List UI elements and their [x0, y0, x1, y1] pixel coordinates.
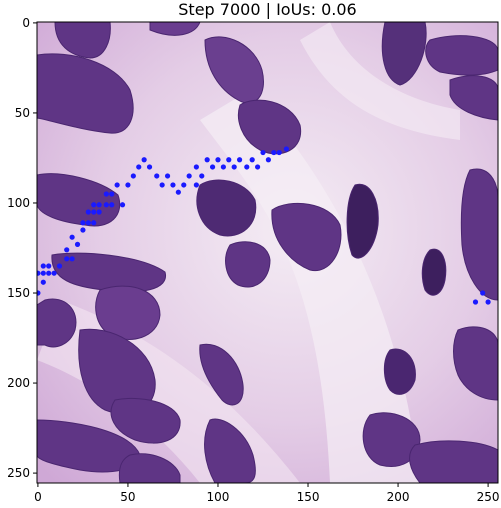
y-axis: 0 50 100 150 200 250	[7, 16, 37, 480]
point-marker	[226, 157, 232, 163]
point-marker	[37, 290, 41, 296]
point-marker	[119, 202, 126, 208]
x-tick-label: 50	[120, 490, 135, 504]
point-marker	[74, 241, 81, 247]
point-marker	[85, 220, 91, 226]
point-marker	[46, 263, 52, 269]
point-marker	[40, 263, 46, 269]
x-tick-label: 250	[477, 490, 500, 504]
x-tick-label: 150	[297, 490, 320, 504]
point-marker	[46, 270, 52, 276]
y-tick-label: 100	[7, 196, 30, 210]
point-marker	[96, 209, 102, 215]
point-marker	[271, 149, 277, 156]
point-marker	[186, 173, 192, 179]
point-marker	[125, 182, 131, 188]
point-marker	[109, 191, 115, 197]
point-marker	[56, 263, 63, 269]
point-marker	[231, 164, 237, 170]
point-marker	[164, 173, 171, 179]
point-marker	[91, 209, 97, 215]
point-marker	[69, 256, 75, 262]
point-marker	[154, 173, 160, 179]
point-marker	[236, 157, 243, 163]
x-tick-label: 200	[387, 490, 410, 504]
point-markers	[37, 146, 491, 305]
point-marker	[283, 146, 290, 152]
axes-frame	[36, 21, 499, 484]
y-tick-label: 200	[7, 376, 30, 390]
point-marker	[103, 202, 109, 208]
x-axis: 0 50 100 150 200 250	[34, 483, 500, 504]
point-marker	[40, 279, 46, 285]
point-marker	[254, 164, 261, 170]
point-marker	[480, 290, 486, 296]
point-marker	[159, 182, 165, 188]
point-marker	[40, 270, 46, 276]
point-marker	[175, 189, 181, 195]
point-marker	[37, 270, 41, 276]
y-tick-label: 0	[22, 16, 30, 30]
point-marker	[91, 220, 97, 226]
point-marker	[141, 157, 147, 163]
point-marker	[249, 157, 255, 163]
point-marker	[485, 299, 491, 305]
x-tick-label: 0	[34, 490, 42, 504]
stroma-streak	[200, 90, 420, 483]
point-marker	[193, 164, 199, 170]
point-marker	[80, 220, 86, 226]
point-marker	[244, 164, 250, 170]
x-tick-label: 100	[207, 490, 230, 504]
point-marker	[64, 247, 70, 253]
y-tick-label: 250	[7, 466, 30, 480]
point-marker	[260, 149, 266, 156]
point-marker	[215, 157, 221, 163]
point-marker	[265, 157, 272, 163]
point-marker	[130, 173, 136, 179]
point-marker	[114, 182, 120, 188]
point-marker	[220, 164, 226, 170]
point-marker	[109, 202, 115, 208]
point-marker	[103, 191, 109, 197]
point-marker	[209, 164, 216, 170]
point-marker	[199, 173, 205, 179]
point-marker	[96, 202, 102, 208]
point-marker	[193, 182, 199, 188]
point-marker	[91, 202, 97, 208]
point-marker	[69, 234, 75, 240]
point-marker	[181, 182, 187, 188]
point-marker	[472, 299, 479, 305]
point-marker	[146, 164, 153, 170]
point-marker	[80, 227, 86, 233]
point-marker	[64, 256, 70, 262]
point-marker	[276, 149, 282, 156]
figure-title: Step 7000 | IoUs: 0.06	[178, 0, 357, 19]
y-tick-label: 150	[7, 286, 30, 300]
point-marker	[85, 209, 91, 215]
point-marker	[170, 182, 176, 188]
stroma-streak	[300, 22, 460, 140]
y-tick-label: 50	[15, 106, 30, 120]
point-marker	[136, 164, 142, 170]
nuclei	[37, 22, 498, 483]
point-marker	[51, 270, 57, 276]
histology-image	[37, 22, 498, 483]
point-marker	[204, 157, 210, 163]
